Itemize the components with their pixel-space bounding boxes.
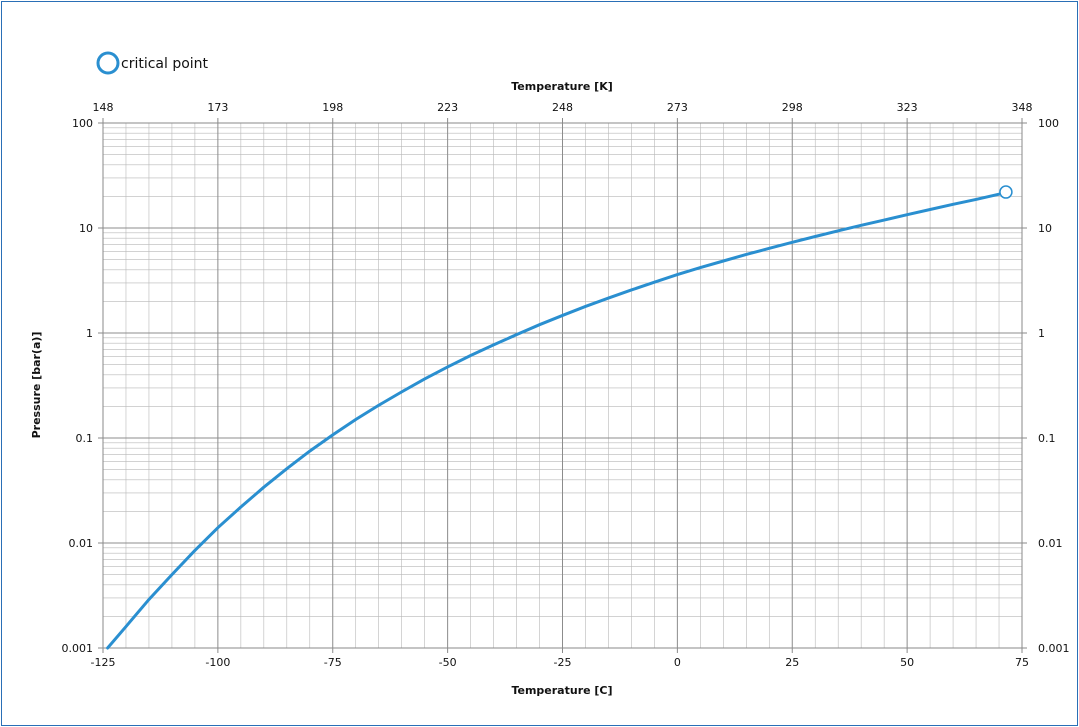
y-axis-title: Pressure [bar(a)] [30,332,43,439]
x-tick-label-bottom: -100 [205,656,230,669]
x-tick-label-top: 198 [322,101,343,114]
x-tick-label-bottom: -25 [554,656,572,669]
x-tick-label-bottom: 75 [1015,656,1029,669]
x-axis-title-bottom: Temperature [C] [511,684,612,697]
x-axis-top-ticks: 148 173 198 223 248 273 298 323 348 [93,101,1033,123]
x-tick-label-bottom: -125 [91,656,116,669]
x-tick-label-bottom: -50 [439,656,457,669]
y-tick-label-left: 100 [72,117,93,130]
x-axis-bottom-ticks: -125 -100 -75 -50 -25 0 25 50 75 [91,648,1029,669]
y-tick-label-left: 0.01 [69,537,94,550]
y-tick-label-left: 0.001 [62,642,94,655]
x-tick-label-bottom: 50 [900,656,914,669]
y-tick-label-right: 10 [1038,222,1052,235]
critical-point-marker [999,185,1013,199]
x-tick-label-top: 298 [782,101,803,114]
y-axis-right-ticks: 0.001 0.01 0.1 1 10 100 [1022,117,1070,655]
legend: critical point [96,51,209,75]
y-axis-left-ticks: 0.001 0.01 0.1 1 10 100 [62,117,103,655]
y-tick-label-right: 100 [1038,117,1059,130]
x-tick-label-top: 348 [1012,101,1033,114]
x-tick-label-top: 148 [93,101,114,114]
x-tick-label-bottom: 25 [785,656,799,669]
x-tick-label-bottom: 0 [674,656,681,669]
x-tick-label-bottom: -75 [324,656,342,669]
x-axis-title-top: Temperature [K] [511,80,613,93]
x-tick-label-top: 323 [897,101,918,114]
x-tick-label-top: 273 [667,101,688,114]
y-tick-label-left: 0.1 [76,432,94,445]
y-tick-label-left: 10 [79,222,93,235]
y-tick-label-right: 0.1 [1038,432,1056,445]
legend-marker-icon [96,51,120,75]
y-tick-label-right: 0.01 [1038,537,1063,550]
x-tick-label-top: 223 [437,101,458,114]
y-tick-label-left: 1 [86,327,93,340]
vapor-pressure-curve [106,190,1008,650]
legend-label: critical point [121,56,209,72]
y-tick-label-right: 0.001 [1038,642,1070,655]
x-tick-label-top: 248 [552,101,573,114]
x-tick-label-top: 173 [207,101,228,114]
y-tick-label-right: 1 [1038,327,1045,340]
